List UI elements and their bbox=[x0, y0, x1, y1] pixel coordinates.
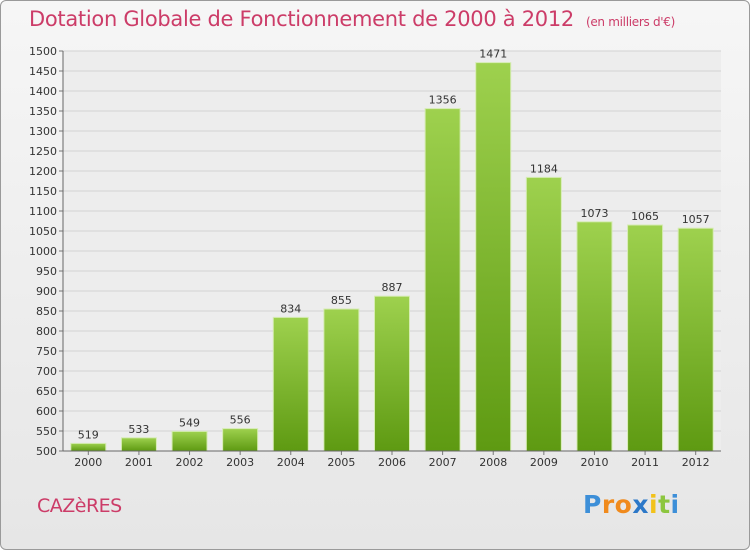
data-label: 834 bbox=[280, 302, 301, 315]
bars bbox=[70, 62, 714, 452]
y-tick-label: 800 bbox=[36, 325, 57, 338]
bar bbox=[627, 224, 664, 452]
y-tick-label: 600 bbox=[36, 405, 57, 418]
x-tick-label: 2003 bbox=[226, 456, 254, 469]
logo-letter: i bbox=[670, 490, 680, 519]
data-label: 1471 bbox=[479, 48, 507, 61]
data-labels: 519 533 549 556 834 855 887 1356 1471 1184 1073 106… bbox=[78, 48, 710, 442]
x-tick-label: 2004 bbox=[277, 456, 305, 469]
x-tick-label: 2001 bbox=[125, 456, 153, 469]
x-tick-label: 2002 bbox=[176, 456, 204, 469]
data-label: 1184 bbox=[530, 162, 558, 175]
bar bbox=[171, 430, 208, 452]
y-tick-label: 1500 bbox=[29, 45, 57, 58]
x-tick-label: 2012 bbox=[682, 456, 710, 469]
bar bbox=[374, 295, 410, 452]
data-label: 887 bbox=[382, 281, 403, 294]
y-tick-label: 1000 bbox=[29, 245, 57, 258]
y-tick-label: 650 bbox=[36, 385, 57, 398]
bar bbox=[222, 428, 259, 452]
data-label: 1073 bbox=[580, 207, 608, 220]
y-tick-label: 1150 bbox=[29, 185, 57, 198]
bar bbox=[677, 227, 714, 452]
x-tick-label: 2007 bbox=[429, 456, 457, 469]
y-tick-label: 1050 bbox=[29, 225, 57, 238]
bar bbox=[120, 437, 157, 452]
y-tick-label: 1400 bbox=[29, 85, 57, 98]
y-tick-label: 1450 bbox=[29, 65, 57, 78]
bar bbox=[70, 442, 107, 452]
y-tick-label: 500 bbox=[36, 445, 57, 458]
chart-unit-note: (en milliers d'€) bbox=[585, 15, 675, 29]
y-tick-label: 850 bbox=[36, 305, 57, 318]
y-tick-label: 950 bbox=[36, 265, 57, 278]
bar bbox=[475, 62, 512, 452]
logo-letter: P bbox=[583, 490, 602, 519]
chart-title-text: Dotation Globale de Fonctionnement de 20… bbox=[29, 7, 574, 31]
data-label: 549 bbox=[179, 416, 200, 429]
y-tick-label: 1250 bbox=[29, 145, 57, 158]
chart-title: Dotation Globale de Fonctionnement de 20… bbox=[29, 7, 675, 31]
bar bbox=[424, 108, 461, 452]
logo-letter: o bbox=[614, 490, 633, 519]
x-tick-label: 2010 bbox=[580, 456, 608, 469]
data-label: 1057 bbox=[682, 213, 710, 226]
y-tick-label: 700 bbox=[36, 365, 57, 378]
bar bbox=[323, 308, 360, 452]
x-tick-label: 2008 bbox=[479, 456, 507, 469]
y-tick-label: 1100 bbox=[29, 205, 57, 218]
y-tick-label: 1200 bbox=[29, 165, 57, 178]
y-tick-label: 1300 bbox=[29, 125, 57, 138]
commune-name: CAZèRES bbox=[37, 495, 122, 517]
data-label: 1065 bbox=[631, 210, 659, 223]
x-tick-label: 2009 bbox=[530, 456, 558, 469]
y-tick-label: 900 bbox=[36, 285, 57, 298]
y-tick-label: 1350 bbox=[29, 105, 57, 118]
x-tick-label: 2011 bbox=[631, 456, 659, 469]
axes: 500 550 600 650 700 750 800 850 900 950 1000 1050 11… bbox=[29, 45, 721, 469]
data-label: 556 bbox=[230, 414, 251, 427]
data-label: 855 bbox=[331, 294, 352, 307]
data-label: 1356 bbox=[429, 94, 457, 107]
data-label: 519 bbox=[78, 428, 99, 441]
data-label: 533 bbox=[128, 423, 149, 436]
y-tick-label: 750 bbox=[36, 345, 57, 358]
logo-letter: r bbox=[601, 490, 615, 519]
logo-letter: x bbox=[632, 490, 649, 519]
bar bbox=[576, 221, 613, 452]
logo-letter: i bbox=[649, 490, 659, 519]
x-tick-label: 2000 bbox=[74, 456, 102, 469]
y-tick-label: 550 bbox=[36, 425, 57, 438]
bar bbox=[525, 176, 562, 452]
x-tick-label: 2005 bbox=[327, 456, 355, 469]
logo-letter: t bbox=[658, 490, 671, 519]
bar bbox=[272, 316, 309, 452]
x-tick-label: 2006 bbox=[378, 456, 406, 469]
